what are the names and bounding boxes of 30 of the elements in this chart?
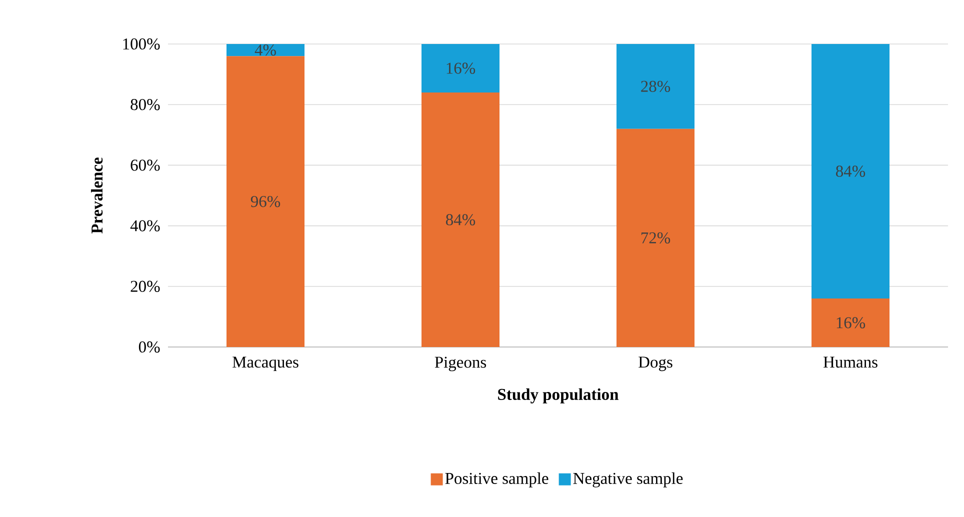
y-tick-label: 100% [123,38,160,50]
bar [422,92,500,347]
bar [812,44,890,299]
y-tick-label: 40% [130,220,160,232]
x-tick-label: Macaques [232,356,298,372]
data-label: 4% [254,44,276,56]
x-tick-label: Pigeons [434,356,486,372]
bar [226,56,305,347]
y-axis-title: Prevalence [90,158,103,234]
bar [616,128,695,347]
x-axis-title: Study population [498,388,618,404]
legend-label: Positive sample [445,472,548,488]
y-tick-label: 60% [130,160,160,171]
data-label: 16% [836,317,866,328]
data-label: 84% [836,166,866,177]
y-tick-label: 20% [130,280,160,292]
data-label: 72% [641,232,670,244]
legend-label: Negative sample [573,472,683,488]
y-tick-label: 0% [138,341,160,353]
y-tick-label: 80% [130,99,160,110]
data-label: 84% [446,214,476,226]
x-tick-label: Dogs [638,356,672,372]
data-label: 96% [250,196,280,208]
bar [812,298,890,347]
x-tick-label: Humans [823,356,878,368]
data-label: 16% [446,62,476,74]
bar [616,44,695,129]
data-label: 28% [641,80,670,92]
bar [226,44,305,56]
bar [422,44,500,92]
